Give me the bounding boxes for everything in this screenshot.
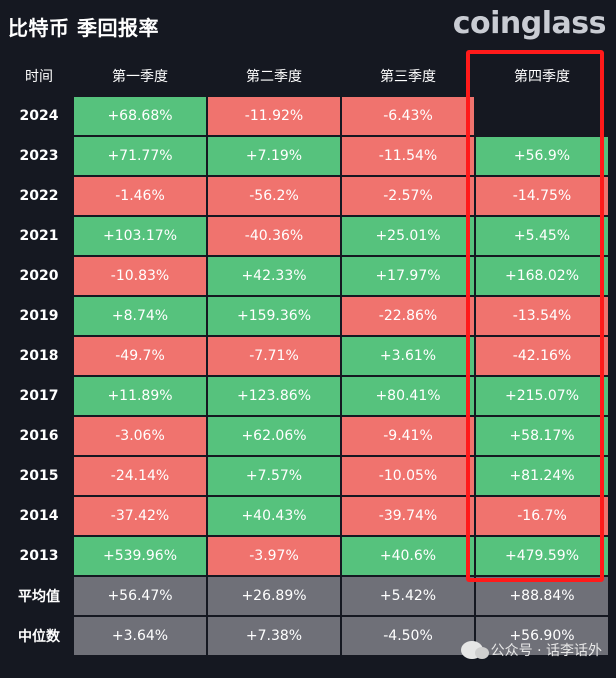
return-cell: -42.16% [476,336,608,376]
year-label: 2023 [6,136,72,176]
return-cell: +81.24% [476,456,608,496]
return-cell: -24.14% [74,456,206,496]
return-cell [476,96,608,136]
return-cell: +539.96% [74,536,206,576]
return-cell: -39.74% [342,496,474,536]
header-q3: 第三季度 [380,69,436,85]
return-cell: +3.61% [342,336,474,376]
return-cell: +25.01% [342,216,474,256]
return-cell: +40.43% [208,496,340,536]
stat-cell: +88.84% [476,576,608,616]
return-cell: +68.68% [74,96,206,136]
header-time: 时间 [25,69,53,85]
header-q4: 第四季度 [514,69,570,85]
stat-cell: +56.90% [476,616,608,656]
watermark: 公众号 · 话李话外 [460,640,602,660]
return-cell: +11.89% [74,376,206,416]
year-label: 2021 [6,216,72,256]
return-cell: -49.7% [74,336,206,376]
stat-cell: +7.38% [208,616,340,656]
return-cell: +159.36% [208,296,340,336]
return-cell: +168.02% [476,256,608,296]
return-cell: -22.86% [342,296,474,336]
returns-table: 时间 第一季度 第二季度 第三季度 第四季度 2024 +68.68% -11.92… [6,56,608,656]
return-cell: -11.54% [342,136,474,176]
return-cell: +17.97% [342,256,474,296]
year-label: 2015 [6,456,72,496]
stat-cell: +3.64% [74,616,206,656]
year-label: 2013 [6,536,72,576]
return-cell: -37.42% [74,496,206,536]
stat-cell: -4.50% [342,616,474,656]
return-cell: +103.17% [74,216,206,256]
return-cell: -13.54% [476,296,608,336]
brand-logo: coinglass [452,6,607,41]
return-cell: -11.92% [208,96,340,136]
return-cell: +58.17% [476,416,608,456]
chart-title: 比特币 季回报率 [8,16,159,40]
wechat-icon [460,641,489,659]
return-cell: -9.41% [342,416,474,456]
stat-cell: +5.42% [342,576,474,616]
return-cell: +8.74% [74,296,206,336]
return-cell: +42.33% [208,256,340,296]
return-cell: -3.97% [208,536,340,576]
return-cell: -10.83% [74,256,206,296]
return-cell: +56.9% [476,136,608,176]
year-label: 2022 [6,176,72,216]
stat-cell: +26.89% [208,576,340,616]
stat-label: 平均值 [6,576,72,616]
return-cell: -7.71% [208,336,340,376]
return-cell: -56.2% [208,176,340,216]
watermark-text: 公众号 · 话李话外 [490,643,602,659]
return-cell: -2.57% [342,176,474,216]
year-label: 2014 [6,496,72,536]
return-cell: +62.06% [208,416,340,456]
return-cell: +80.41% [342,376,474,416]
return-cell: -10.05% [342,456,474,496]
return-cell: +123.86% [208,376,340,416]
year-label: 2018 [6,336,72,376]
return-cell: +40.6% [342,536,474,576]
return-cell: +7.19% [208,136,340,176]
year-label: 2017 [6,376,72,416]
year-label: 2020 [6,256,72,296]
return-cell: -3.06% [74,416,206,456]
return-cell: -6.43% [342,96,474,136]
header-q1: 第一季度 [112,69,168,85]
year-label: 2016 [6,416,72,456]
return-cell: +5.45% [476,216,608,256]
return-cell: +71.77% [74,136,206,176]
return-cell: +479.59% [476,536,608,576]
year-label: 2024 [6,96,72,136]
return-cell: -14.75% [476,176,608,216]
return-cell: +215.07% [476,376,608,416]
stat-label: 中位数 [6,616,72,656]
year-label: 2019 [6,296,72,336]
stat-cell: +56.47% [74,576,206,616]
return-cell: -1.46% [74,176,206,216]
return-cell: +7.57% [208,456,340,496]
header-q2: 第二季度 [246,69,302,85]
return-cell: -16.7% [476,496,608,536]
return-cell: -40.36% [208,216,340,256]
